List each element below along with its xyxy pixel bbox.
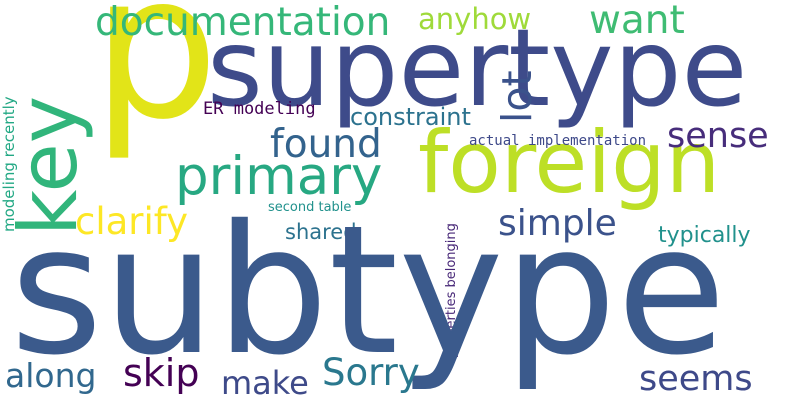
word-along: along xyxy=(5,356,97,395)
word-typically: typically xyxy=(658,223,751,248)
word-found: found xyxy=(270,122,382,167)
word-documentation: documentation xyxy=(95,0,391,45)
word-seems: seems xyxy=(639,359,753,399)
word-skip: skip xyxy=(123,351,200,395)
word-sorry: Sorry xyxy=(322,351,420,394)
word-subtype: subtype xyxy=(10,187,727,394)
word-actual-implementation: actual implementation xyxy=(469,133,647,149)
word-anyhow: anyhow xyxy=(418,2,532,36)
word-clarify: clarify xyxy=(75,200,189,243)
word-want: want xyxy=(589,0,685,43)
word-foreign: foreign xyxy=(418,113,721,213)
word-constraint: constraint xyxy=(350,103,471,131)
word-sense: sense xyxy=(667,116,769,156)
word-primary: primary xyxy=(175,146,383,207)
word-simple: simple xyxy=(498,203,617,244)
word-p: p xyxy=(92,0,219,164)
word-er-modeling: ER modeling xyxy=(203,99,316,119)
word-make: make xyxy=(221,364,309,400)
word-second-table: second table xyxy=(268,200,352,215)
word-supertype: supertype xyxy=(207,7,748,131)
word-shared: shared xyxy=(285,220,357,244)
